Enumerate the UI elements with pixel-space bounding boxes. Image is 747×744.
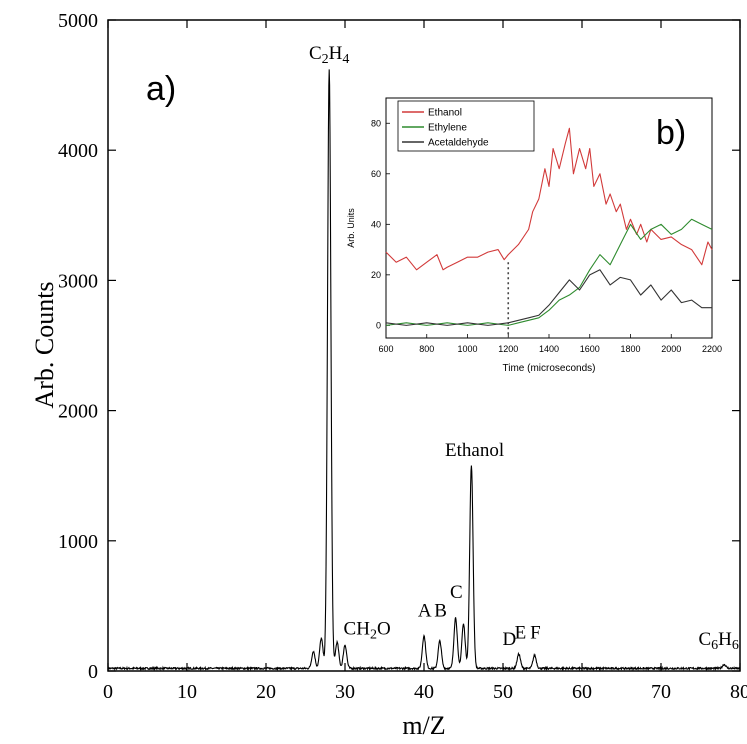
main-x-tick-label: 30: [335, 681, 355, 703]
inset-panel-label: b): [656, 114, 686, 152]
main-y-tick-label: 3000: [58, 270, 98, 292]
peak-label-c6h6: C6H6: [698, 629, 738, 653]
peak-label-part: 6: [732, 637, 739, 652]
peak-label-c: C: [450, 582, 463, 603]
main-x-tick-label: 60: [572, 681, 592, 703]
legend-label-ethanol: Ethanol: [428, 108, 462, 119]
inset-x-ticks: 600 800 1000 1200 1400 1600 1800 2000 2200: [378, 334, 722, 354]
peak-label-c2h4: C2H4: [309, 43, 349, 66]
peak-label-ethanol: Ethanol: [445, 440, 504, 461]
legend-label-ethylene: Ethylene: [428, 123, 467, 134]
main-y-tick-label: 2000: [58, 401, 98, 423]
main-y-tick-label: 5000: [58, 10, 98, 32]
series-line-ethanol: [385, 127, 713, 271]
main-y-tick-label: 0: [88, 661, 98, 683]
inset-x-tick-label: 2000: [661, 344, 681, 354]
peak-label-part: H: [718, 629, 732, 650]
peak-label-part: B: [434, 600, 447, 621]
peak-label-part: 2: [322, 52, 329, 67]
inset-time-profile-panel: 0 20 40 60 80 600 800 1000 1200 1400 1600 1800 2000…: [336, 92, 726, 382]
inset-legend-items: Ethanol Ethylene Acetaldehyde: [402, 108, 489, 149]
inset-x-tick-label: 800: [419, 344, 434, 354]
mass-spectrum-trace: [107, 69, 741, 672]
inset-y-tick-label: 40: [371, 219, 381, 229]
inset-series-lines: [385, 127, 713, 326]
main-x-tick-label: 80: [730, 681, 747, 703]
inset-x-axis-label: Time (microseconds): [503, 363, 596, 374]
inset-y-tick-label: 80: [371, 118, 381, 128]
peak-label-a: A: [418, 600, 432, 621]
peak-label-part: 2: [370, 627, 377, 642]
series-line-acetaldehyde: [385, 269, 712, 326]
peak-label-part: H: [329, 43, 343, 64]
peak-label-ch2o: CH2O: [344, 619, 391, 643]
peak-label-f: F: [530, 622, 541, 643]
inset-y-tick-label: 20: [371, 270, 381, 280]
peak-label-part: CH: [344, 619, 371, 640]
inset-x-tick-label: 2200: [702, 344, 722, 354]
peak-label-part: D: [502, 629, 516, 650]
peak-label-part: E: [515, 622, 527, 643]
inset-legend: Ethanol Ethylene Acetaldehyde: [397, 100, 535, 152]
inset-x-tick-label: 600: [378, 344, 393, 354]
main-x-tick-label: 70: [651, 681, 671, 703]
main-y-tick-label: 1000: [58, 531, 98, 553]
peak-label-part: 6: [711, 637, 718, 652]
peak-label-d: D: [502, 629, 516, 650]
peak-label-part: Ethanol: [445, 440, 504, 461]
main-x-ticks: 0 10 20 30 40 50 60 70 80: [103, 20, 747, 703]
main-x-tick-label: 20: [256, 681, 276, 703]
main-panel-label: a): [146, 70, 176, 108]
main-x-tick-label: 50: [493, 681, 513, 703]
main-y-axis-label: Arb. Counts: [30, 281, 59, 408]
peak-label-part: 4: [342, 52, 349, 67]
peak-label-part: A: [418, 600, 432, 621]
main-x-tick-label: 10: [177, 681, 197, 703]
peak-label-part: O: [377, 619, 391, 640]
main-y-tick-label: 4000: [58, 140, 98, 162]
inset-x-tick-label: 1400: [539, 344, 559, 354]
inset-y-axis-label: Arb. Units: [346, 208, 356, 248]
peak-label-e: E: [515, 622, 527, 643]
peak-label-part: C: [698, 629, 711, 650]
inset-y-tick-label: 0: [376, 320, 381, 330]
inset-x-tick-label: 1600: [580, 344, 600, 354]
peak-label-part: F: [530, 622, 541, 643]
main-x-tick-label: 0: [103, 681, 113, 703]
main-x-axis-label: m/Z: [402, 711, 445, 740]
peak-label-part: C: [450, 582, 463, 603]
legend-label-acetaldehyde: Acetaldehyde: [428, 138, 489, 149]
inset-x-tick-label: 1800: [620, 344, 640, 354]
main-y-ticks: 0 1000 2000 3000 4000 5000: [58, 10, 740, 683]
inset-x-tick-label: 1200: [498, 344, 518, 354]
peak-label-part: C: [309, 43, 322, 64]
peak-label-b: B: [434, 600, 447, 621]
inset-y-tick-label: 60: [371, 169, 381, 179]
series-line-ethylene: [385, 218, 713, 326]
main-x-tick-label: 40: [414, 681, 434, 703]
inset-x-tick-label: 1000: [457, 344, 477, 354]
